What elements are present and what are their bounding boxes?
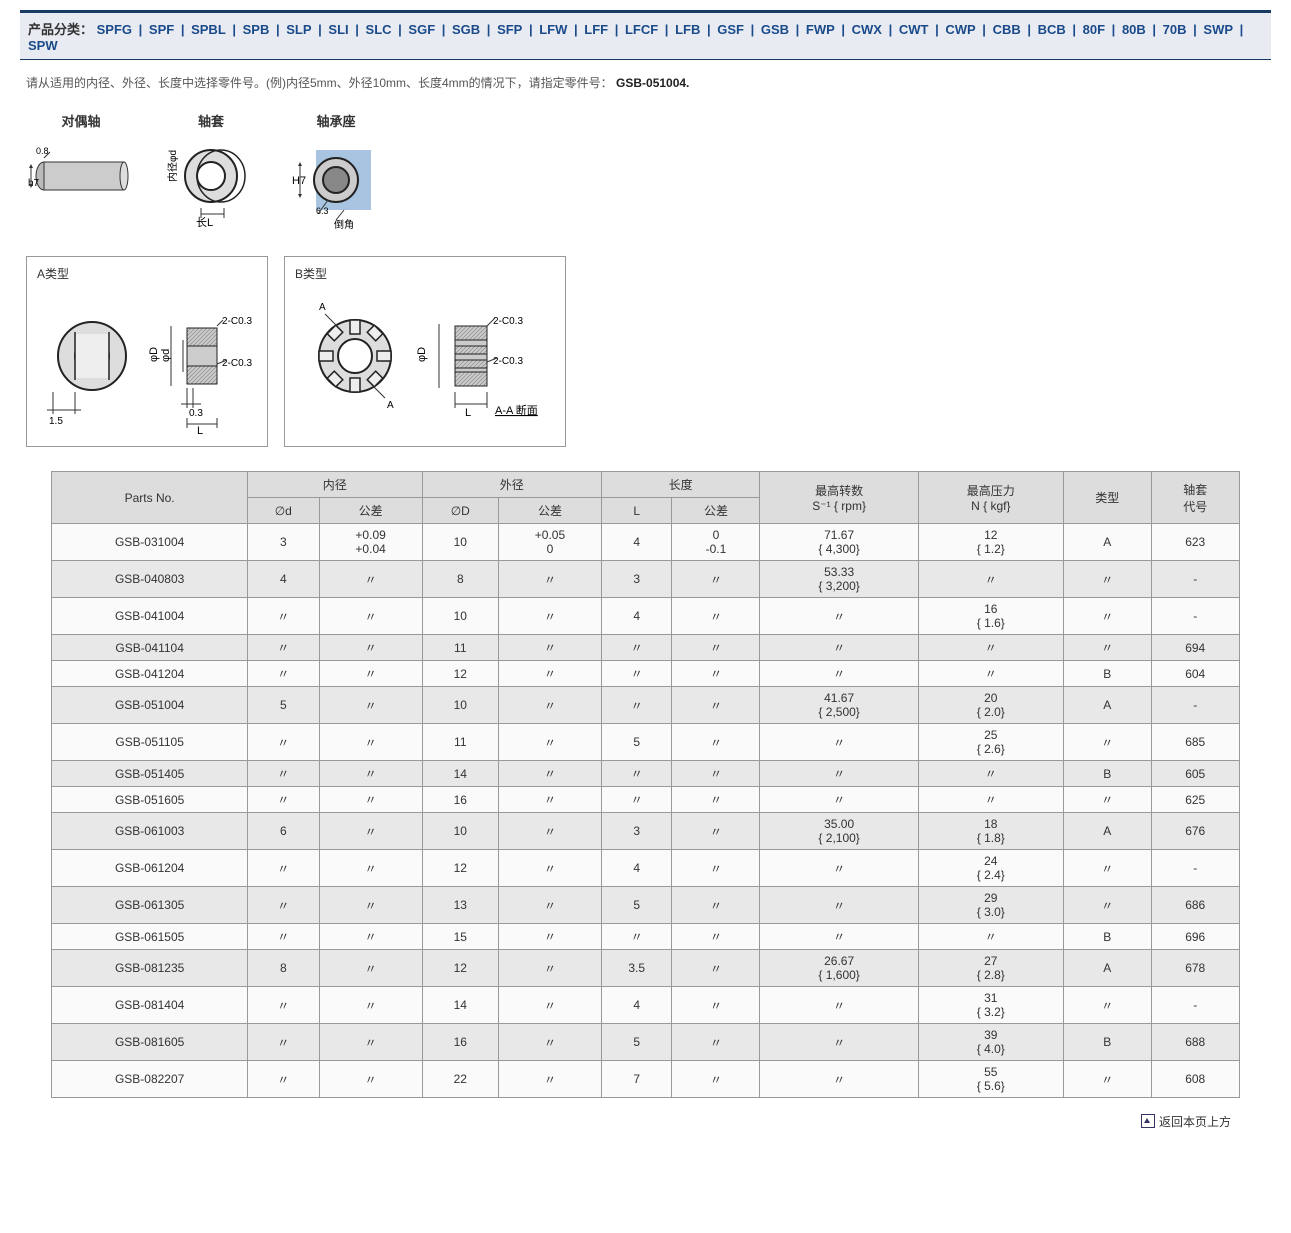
housing-diagram: H7 6.3 倒角 bbox=[286, 136, 386, 236]
nav-link-sgb[interactable]: SGB bbox=[452, 22, 480, 37]
nav-link-spbl[interactable]: SPBL bbox=[191, 22, 226, 37]
svg-text:内径φd: 内径φd bbox=[166, 150, 179, 182]
shaft-diagram: h7 0.8 bbox=[26, 136, 136, 216]
svg-text:A-A 断面: A-A 断面 bbox=[495, 403, 538, 417]
up-arrow-icon bbox=[1141, 1114, 1155, 1128]
type-b-box: B类型 A A 2-C0.3 bbox=[284, 256, 566, 447]
th-bush: 轴套代号 bbox=[1151, 472, 1239, 524]
th-press: 最高压力N { kgf} bbox=[918, 472, 1063, 524]
diagram-row-top: 对偶轴 h7 0.8 轴套 外径φD 内径φd 长L 轴承座 bbox=[26, 111, 1265, 236]
nav-link-slc[interactable]: SLC bbox=[366, 22, 392, 37]
table-row: GSB-041104〃〃11〃〃〃〃〃〃694 bbox=[52, 635, 1239, 661]
svg-text:φd: φd bbox=[160, 349, 172, 362]
diag2-title: 轴套 bbox=[166, 111, 256, 130]
type-a-diagram: 2-C0.3 2-C0.3 φD φd 1.5 0.3 L bbox=[37, 286, 257, 436]
nav-link-gsf[interactable]: GSF bbox=[717, 22, 744, 37]
th-type: 类型 bbox=[1063, 472, 1151, 524]
table-row: GSB-0510045〃10〃〃〃41.67{ 2,500}20{ 2.0}A- bbox=[52, 687, 1239, 724]
table-row: GSB-041004〃〃10〃4〃〃16{ 1.6}〃- bbox=[52, 598, 1239, 635]
nav-link-lfcf[interactable]: LFCF bbox=[625, 22, 658, 37]
svg-text:L: L bbox=[197, 425, 203, 436]
table-row: GSB-061305〃〃13〃5〃〃29{ 3.0}〃686 bbox=[52, 887, 1239, 924]
svg-text:倒角: 倒角 bbox=[334, 219, 354, 231]
table-row: GSB-051105〃〃11〃5〃〃25{ 2.6}〃685 bbox=[52, 724, 1239, 761]
svg-text:H7: H7 bbox=[292, 175, 306, 187]
back-to-top[interactable]: 返回本页上方 bbox=[20, 1112, 1231, 1130]
type-row: A类型 2-C0.3 2-C0.3 φD φd 1.5 0.3 L bbox=[26, 256, 1265, 447]
svg-text:h7: h7 bbox=[28, 178, 40, 189]
table-row: GSB-081605〃〃16〃5〃〃39{ 4.0}B688 bbox=[52, 1024, 1239, 1061]
type-b-diagram: A A 2-C0.3 2-C0.3 φD L A-A 断面 bbox=[295, 286, 555, 436]
type-a-box: A类型 2-C0.3 2-C0.3 φD φd 1.5 0.3 L bbox=[26, 256, 268, 447]
nav-link-swp[interactable]: SWP bbox=[1203, 22, 1233, 37]
nav-link-80f[interactable]: 80F bbox=[1083, 22, 1105, 37]
nav-link-bcb[interactable]: BCB bbox=[1038, 22, 1066, 37]
table-row: GSB-0610036〃10〃3〃35.00{ 2,100}18{ 1.8}A6… bbox=[52, 813, 1239, 850]
table-row: GSB-061505〃〃15〃〃〃〃〃B696 bbox=[52, 924, 1239, 950]
svg-text:φD: φD bbox=[416, 347, 428, 362]
svg-text:φD: φD bbox=[148, 347, 160, 362]
svg-text:1.5: 1.5 bbox=[49, 416, 63, 427]
table-row: GSB-061204〃〃12〃4〃〃24{ 2.4}〃- bbox=[52, 850, 1239, 887]
svg-text:2-C0.3: 2-C0.3 bbox=[222, 316, 252, 327]
th-outer: 外径 bbox=[422, 472, 601, 498]
th-inner: 内径 bbox=[248, 472, 423, 498]
nav-link-sgf[interactable]: SGF bbox=[408, 22, 435, 37]
table-row: GSB-082207〃〃22〃7〃〃55{ 5.6}〃608 bbox=[52, 1061, 1239, 1098]
svg-text:0.3: 0.3 bbox=[189, 408, 203, 419]
instruction-text: 请从适用的内径、外径、长度中选择零件号。(例)内径5mm、外径10mm、长度4m… bbox=[26, 74, 1265, 91]
svg-text:外径φD: 外径φD bbox=[166, 150, 167, 184]
svg-text:2-C0.3: 2-C0.3 bbox=[493, 316, 523, 327]
nav-link-spfg[interactable]: SPFG bbox=[97, 22, 132, 37]
nav-link-sfp[interactable]: SFP bbox=[497, 22, 522, 37]
nav-link-cwx[interactable]: CWX bbox=[852, 22, 882, 37]
nav-link-cbb[interactable]: CBB bbox=[993, 22, 1021, 37]
table-row: GSB-081404〃〃14〃4〃〃31{ 3.2}〃- bbox=[52, 987, 1239, 1024]
nav-label: 产品分类： bbox=[28, 22, 93, 37]
table-row: GSB-051405〃〃14〃〃〃〃〃B605 bbox=[52, 761, 1239, 787]
spec-table: Parts No. 内径 外径 长度 最高转数S⁻¹ { rpm} 最高压力N … bbox=[51, 471, 1239, 1098]
nav-link-lfw[interactable]: LFW bbox=[539, 22, 567, 37]
nav-link-fwp[interactable]: FWP bbox=[806, 22, 835, 37]
svg-text:0.8: 0.8 bbox=[36, 146, 49, 156]
nav-link-slp[interactable]: SLP bbox=[286, 22, 311, 37]
nav-link-sli[interactable]: SLI bbox=[328, 22, 348, 37]
svg-text:A: A bbox=[387, 400, 394, 411]
nav-link-spw[interactable]: SPW bbox=[28, 38, 58, 53]
table-row: GSB-0812358〃12〃3.5〃26.67{ 1,600}27{ 2.8}… bbox=[52, 950, 1239, 987]
nav-link-spf[interactable]: SPF bbox=[149, 22, 174, 37]
bushing-diagram: 外径φD 内径φd 长L bbox=[166, 136, 256, 236]
table-row: GSB-041204〃〃12〃〃〃〃〃B604 bbox=[52, 661, 1239, 687]
svg-text:A: A bbox=[319, 302, 326, 313]
diag1-title: 对偶轴 bbox=[26, 111, 136, 130]
product-nav: 产品分类： SPFG | SPF | SPBL | SPB | SLP | SL… bbox=[20, 10, 1271, 60]
nav-link-70b[interactable]: 70B bbox=[1163, 22, 1187, 37]
table-row: GSB-051605〃〃16〃〃〃〃〃〃625 bbox=[52, 787, 1239, 813]
example-part: GSB-051004. bbox=[616, 76, 689, 90]
diag3-title: 轴承座 bbox=[286, 111, 386, 130]
nav-link-spb[interactable]: SPB bbox=[243, 22, 270, 37]
nav-link-cwp[interactable]: CWP bbox=[945, 22, 975, 37]
svg-text:L: L bbox=[465, 407, 471, 419]
svg-text:2-C0.3: 2-C0.3 bbox=[493, 356, 523, 367]
nav-link-gsb[interactable]: GSB bbox=[761, 22, 789, 37]
svg-text:长L: 长L bbox=[196, 216, 213, 229]
table-row: GSB-0408034〃8〃3〃53.33{ 3,200}〃〃- bbox=[52, 561, 1239, 598]
nav-link-lff[interactable]: LFF bbox=[584, 22, 608, 37]
table-row: GSB-0310043+0.09+0.0410+0.05040-0.171.67… bbox=[52, 524, 1239, 561]
th-length: 长度 bbox=[601, 472, 759, 498]
th-parts: Parts No. bbox=[52, 472, 248, 524]
th-rpm: 最高转数S⁻¹ { rpm} bbox=[760, 472, 918, 524]
nav-link-lfb[interactable]: LFB bbox=[675, 22, 700, 37]
nav-link-80b[interactable]: 80B bbox=[1122, 22, 1146, 37]
nav-link-cwt[interactable]: CWT bbox=[899, 22, 929, 37]
